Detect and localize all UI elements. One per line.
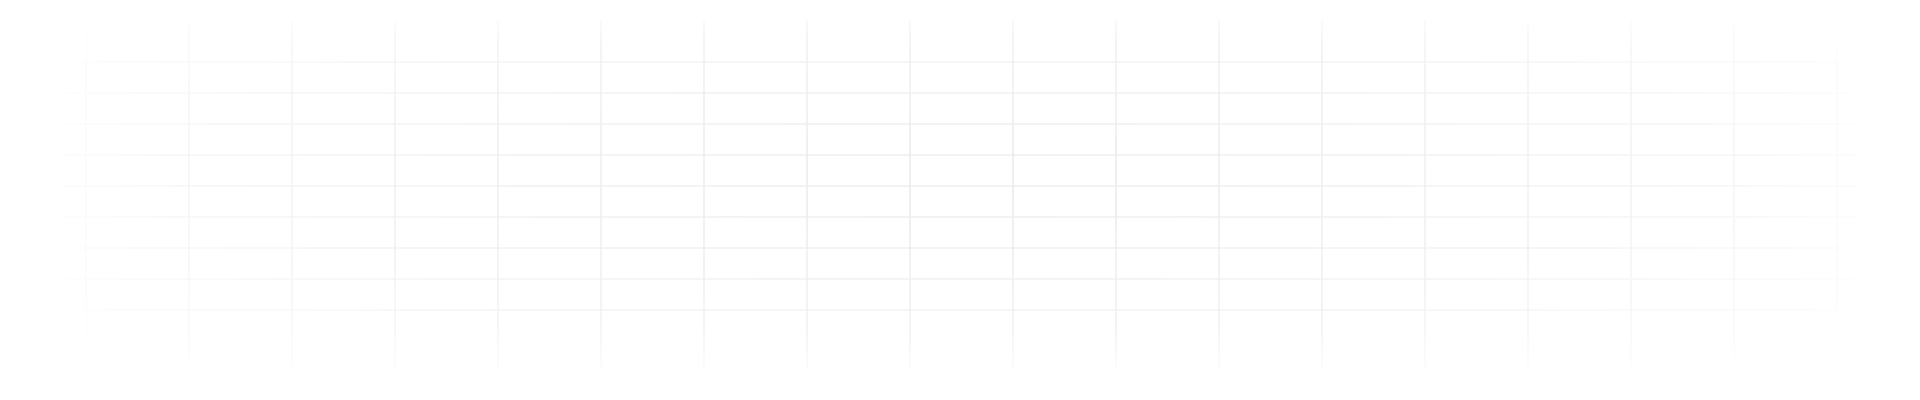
grid-lines [60,20,1860,370]
